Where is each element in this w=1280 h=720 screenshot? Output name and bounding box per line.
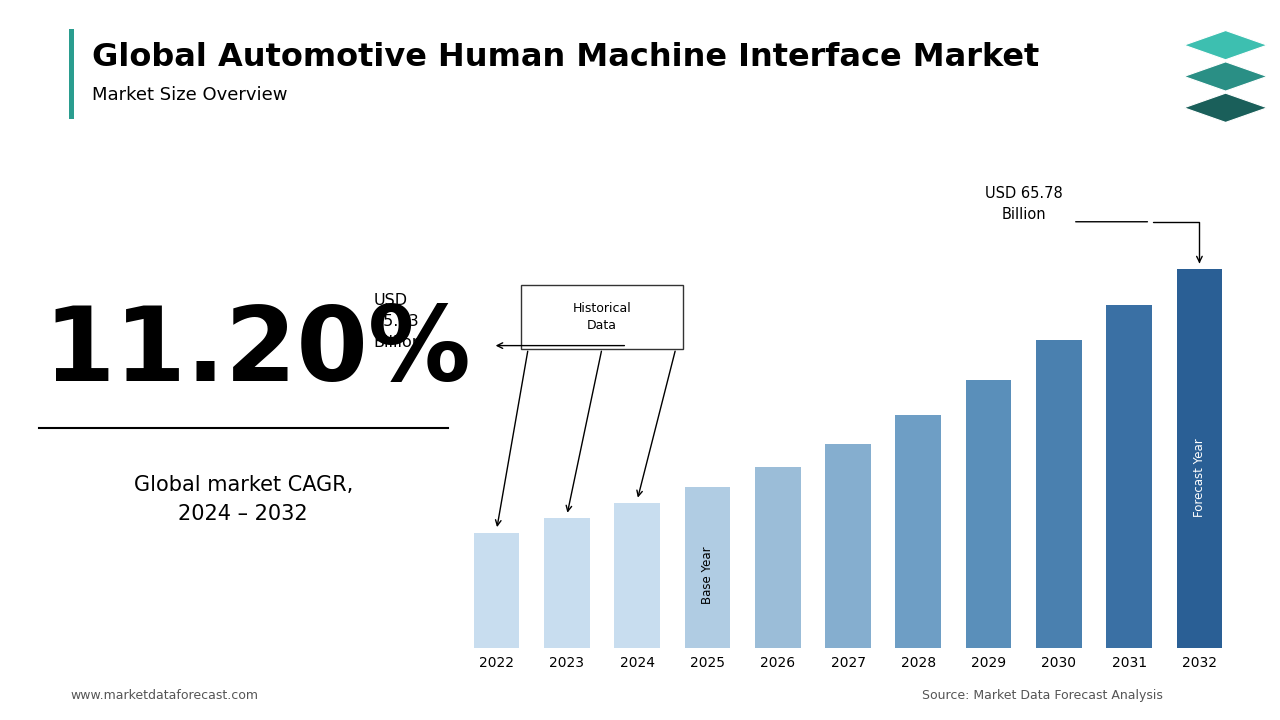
Bar [1036,340,1082,648]
Text: www.marketdataforecast.com: www.marketdataforecast.com [70,689,259,702]
Bar [755,467,800,648]
Bar [1106,305,1152,648]
FancyBboxPatch shape [521,284,682,349]
Bar [826,444,870,648]
Bar [544,518,590,648]
Bar [896,415,941,648]
Text: Global Automotive Human Machine Interface Market: Global Automotive Human Machine Interfac… [92,42,1039,73]
Bar [474,533,520,648]
Text: Source: Market Data Forecast Analysis: Source: Market Data Forecast Analysis [922,689,1162,702]
Text: 11.20%: 11.20% [44,302,471,403]
Bar [685,487,731,648]
Text: Base Year: Base Year [701,546,714,604]
Text: Market Size Overview: Market Size Overview [92,86,288,104]
Text: Historical
Data: Historical Data [572,302,631,332]
Polygon shape [1184,93,1267,122]
Text: USD 65.78
Billion: USD 65.78 Billion [984,186,1062,222]
Polygon shape [1184,62,1267,91]
Bar [1176,269,1222,648]
Bar [614,503,660,648]
Text: USD
25.13
Billion: USD 25.13 Billion [374,292,422,350]
Bar [965,380,1011,648]
Text: Global market CAGR,
2024 – 2032: Global market CAGR, 2024 – 2032 [133,475,353,524]
Polygon shape [1184,30,1267,60]
Text: Forecast Year: Forecast Year [1193,438,1206,517]
